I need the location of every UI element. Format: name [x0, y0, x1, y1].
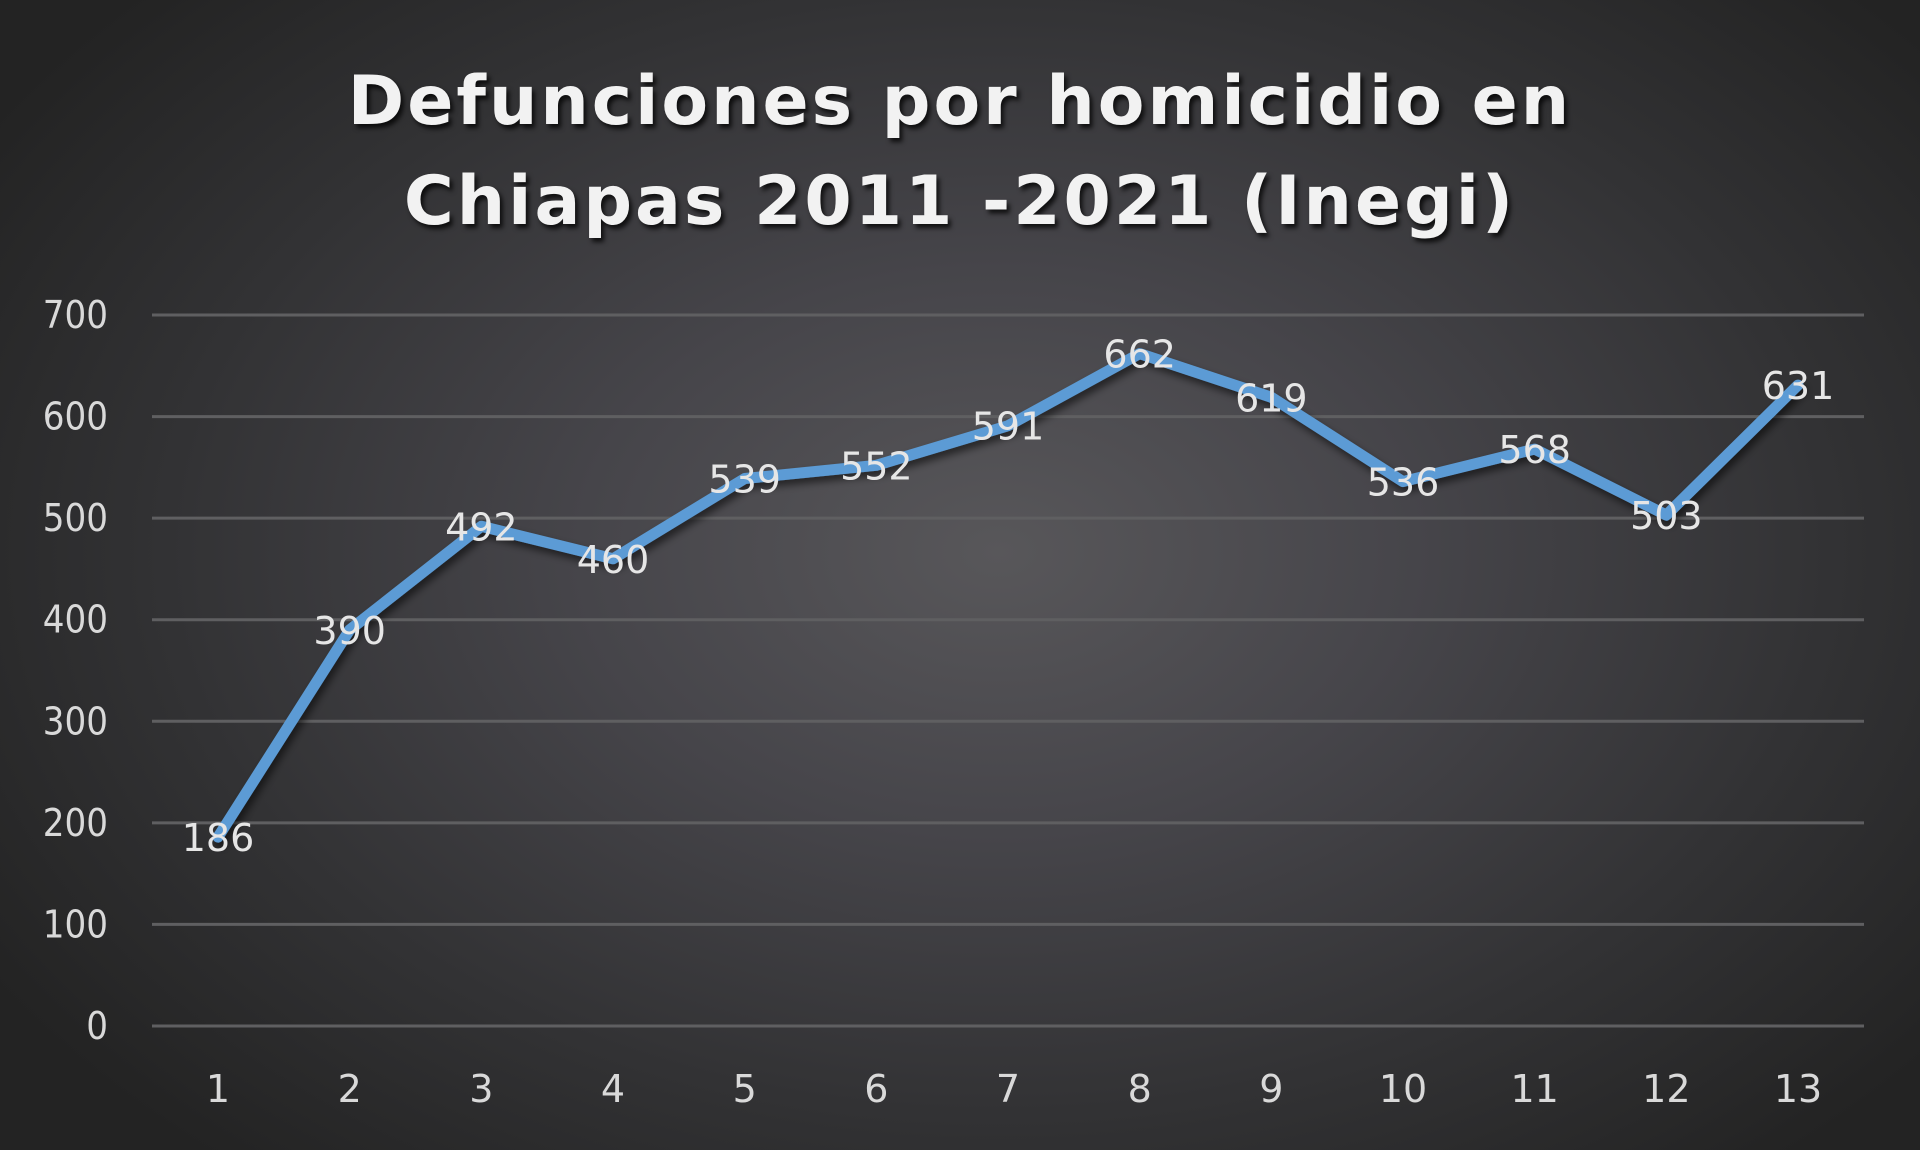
- gridlines: [152, 313, 1864, 1028]
- y-tick-label: 300: [43, 699, 108, 743]
- y-tick-label: 600: [43, 395, 108, 439]
- x-tick-label: 4: [601, 1067, 625, 1111]
- chart-title-line-1: Defunciones por homicidio en: [347, 62, 1573, 141]
- x-axis: 1 2 3 4 5 6 7 8 9 10 11 12 13: [206, 1067, 1822, 1111]
- data-label: 536: [1367, 461, 1440, 505]
- data-label: 662: [1103, 333, 1176, 377]
- y-axis: 0 100 200 300 400 500 600 700: [43, 293, 108, 1048]
- data-label: 503: [1630, 494, 1703, 538]
- x-tick-label: 12: [1642, 1067, 1690, 1111]
- data-label: 591: [972, 405, 1045, 449]
- y-tick-label: 400: [43, 598, 108, 642]
- data-label: 552: [840, 444, 913, 488]
- data-label: 568: [1498, 428, 1571, 472]
- y-tick-label: 700: [43, 293, 108, 337]
- series-line: [212, 348, 1804, 843]
- x-tick-label: 13: [1774, 1067, 1822, 1111]
- data-label: 460: [577, 538, 650, 582]
- data-label: 492: [445, 505, 518, 549]
- x-tick-label: 7: [996, 1067, 1020, 1111]
- x-tick-label: 5: [733, 1067, 757, 1111]
- x-tick-label: 11: [1510, 1067, 1558, 1111]
- data-label: 619: [1235, 376, 1308, 420]
- chart-title: Defunciones por homicidio en Chiapas 201…: [0, 52, 1920, 252]
- chart-title-line-2: Chiapas 2011 -2021 (Inegi): [403, 162, 1517, 241]
- x-tick-label: 6: [864, 1067, 888, 1111]
- y-tick-label: 200: [43, 801, 108, 845]
- x-tick-label: 10: [1379, 1067, 1427, 1111]
- y-tick-label: 100: [43, 902, 108, 946]
- x-tick-label: 1: [206, 1067, 230, 1111]
- y-tick-label: 0: [86, 1004, 108, 1048]
- x-tick-label: 2: [338, 1067, 362, 1111]
- data-label: 631: [1762, 364, 1835, 408]
- x-tick-label: 9: [1259, 1067, 1283, 1111]
- data-series: [212, 348, 1804, 843]
- data-label: 390: [313, 609, 386, 653]
- data-label: 186: [182, 816, 255, 860]
- y-tick-label: 500: [43, 496, 108, 540]
- x-tick-label: 8: [1128, 1067, 1152, 1111]
- data-labels: 186 390 492 460 539 552 591 662 619 536 568 503 631: [182, 333, 1835, 860]
- data-label: 539: [708, 458, 781, 502]
- x-tick-label: 3: [469, 1067, 493, 1111]
